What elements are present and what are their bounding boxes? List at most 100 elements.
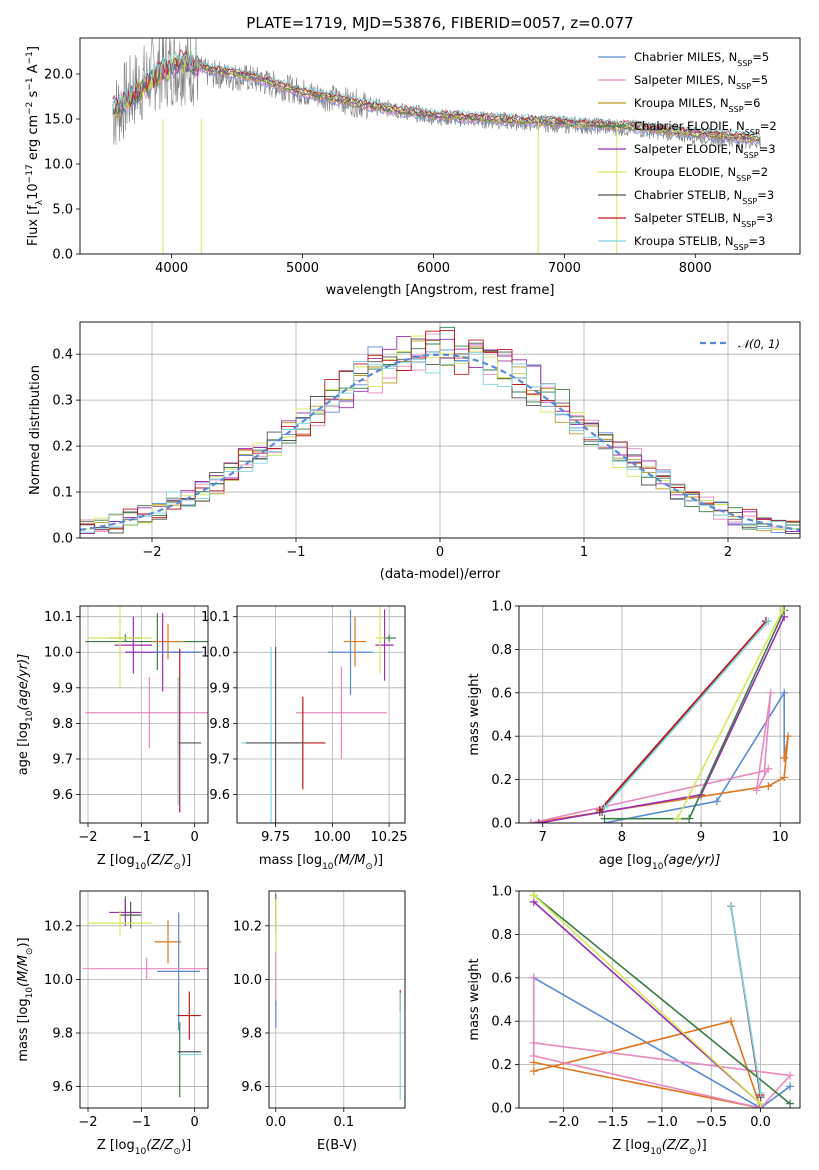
y-tick-label: 10.1 [44,610,73,625]
y-tick-label: 9.7 [52,752,73,767]
label-part: Flux [f [26,205,41,246]
label-part: ⊙ [25,948,35,956]
axes-frame [79,321,801,539]
legend-label: Salpeter MILES, NSSP=5 [634,73,768,91]
label-part: 10 [322,862,334,872]
weight-line [599,620,767,811]
weight-marker [534,819,543,823]
y-tick-label: 9.6 [52,1080,73,1095]
weight-marker [595,805,604,814]
y-tick-label: 9.9 [52,681,73,696]
y-tick-label: 0.4 [491,730,512,745]
legend-label: Kroupa ELODIE, NSSP=2 [634,165,768,183]
y-tick-label: 9.6 [241,1080,262,1095]
label-part: )] [16,937,31,947]
legend-label: Chabrier STELIB, NSSP=3 [634,188,774,206]
weight-marker [760,766,769,775]
y-tick-label: 0.8 [491,928,512,943]
x-tick-label: 6000 [417,261,450,276]
x-axis-label: Z [log10(Z/Z⊙)] [97,1138,191,1157]
label-part: age [log [16,722,31,775]
weight-marker [764,782,773,791]
axes-frame [79,37,801,255]
y-tick-label: 0.1 [52,486,73,501]
weight-marker [529,1067,538,1076]
weight-marker [529,1038,538,1047]
weight-line [533,977,791,1108]
y-tick-label: 9.8 [52,717,73,732]
y-tick-label: 15.0 [44,113,73,128]
label-part: mass [log [16,998,31,1061]
x-tick-label: 0.0 [265,1115,286,1130]
weight-marker [752,786,761,795]
y-tick-label: 0.2 [52,440,73,455]
y-tick-label: 10.2 [233,919,262,934]
y-tick-label: 0.0 [52,532,73,547]
y-tick-label: 0.6 [491,686,512,701]
y-tick-label: 0.0 [491,1102,512,1117]
label-part: ⊙ [365,862,373,872]
panel-age_vs_Z: −2 −1 09.69.79.89.910.010.1Z [log10(Z/Z⊙)]… [16,605,209,872]
y-tick-label: 9.9 [209,681,230,696]
weight-marker [600,814,609,823]
x-tick-label: −1 [132,1115,151,1130]
y-tick-label: 0.0 [52,248,73,263]
label-part: Z [log [97,853,135,868]
legend-label: Chabrier ELODIE, NSSP=2 [634,119,777,137]
label-part: (M/M [16,955,31,987]
x-axis-label: Z [log10(Z/Z⊙)] [612,1138,706,1157]
x-tick-label: 0 [436,545,444,560]
x-tick-label: 10.00 [314,830,351,845]
weight-line [676,609,784,820]
residual-histogram [80,329,800,531]
label-part: 10 [25,987,35,999]
y-tick-label: 0.2 [491,1058,512,1073]
label-part: erg cm [26,115,41,164]
weight-line [538,616,785,823]
x-axis-label: (data-model)/error [380,567,501,582]
x-tick-label: −0.5 [695,1115,727,1130]
y-tick-label: 10.0 [44,158,73,173]
panel-weight_vs_Z: −2.0 −1.5 −1.0 −0.5 0.0 0.0 0.2 0.4 0.6 0.8 1.0 Z [… [467,885,801,1157]
plot-area [519,891,800,1108]
label-part: ⊙ [173,1147,181,1157]
panel-spectrum: 4000 5000 6000 7000 8000 0.0 5.0 10.0 15.0 20.0 wa… [25,37,801,298]
x-tick-label: 8000 [679,261,712,276]
x-tick-label: 4000 [155,261,188,276]
weight-marker [600,803,609,812]
weight-marker [685,814,694,823]
x-tick-label: −1.0 [646,1115,678,1130]
x-tick-label: 2 [724,545,732,560]
y-tick-label: 0.2 [491,773,512,788]
label-part: (Z/Z [146,853,174,868]
y-axis-label: mass weight [467,958,482,1040]
y-tick-label: 0.0 [491,817,512,832]
label-part: λ [35,199,45,205]
y-tick-label: 10.0 [44,973,73,988]
weight-line [533,894,762,1105]
axes-frame [268,890,406,1109]
weight-marker [780,773,789,782]
weight-marker [726,902,735,911]
y-axis-label: Flux [fλ10−17 erg cm−2 s−1 A−1] [25,46,45,246]
weight-marker [780,753,789,762]
label-part: (M/M [334,853,366,868]
y-tick-label: 9.6 [52,788,73,803]
x-tick-label: 8 [618,830,626,845]
weight-marker [780,688,789,697]
label-part: )] [373,853,383,868]
plot-area [80,606,208,823]
label-part: )] [181,853,191,868]
label-part: )] [181,1138,191,1153]
legend-label: Kroupa MILES, NSSP=6 [634,96,760,114]
x-tick-label: 0.1 [333,1115,354,1130]
x-axis-label: age [log10(age/yr)] [599,853,721,872]
weight-line [533,1020,762,1108]
y-tick-label: 9.8 [209,717,230,732]
x-tick-label: 10 [772,830,789,845]
x-tick-label: −2 [142,545,161,560]
x-axis-label: Z [log10(Z/Z⊙)] [97,853,191,872]
label-part: Z [log [612,1138,650,1153]
y-axis-label: Normed distribution [28,365,43,495]
